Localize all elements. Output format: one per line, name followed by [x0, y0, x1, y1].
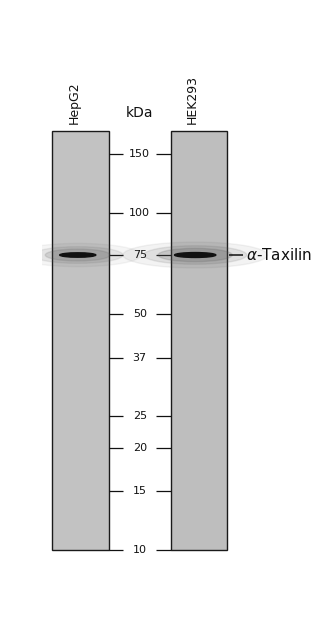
Ellipse shape — [144, 246, 247, 264]
Text: 10: 10 — [133, 545, 147, 555]
Text: 100: 100 — [129, 208, 150, 218]
Text: 20: 20 — [133, 444, 147, 454]
Text: 15: 15 — [133, 486, 147, 495]
Text: 37: 37 — [133, 353, 147, 364]
Ellipse shape — [45, 249, 110, 261]
Text: HEK293: HEK293 — [186, 75, 199, 124]
Ellipse shape — [15, 243, 141, 267]
Ellipse shape — [60, 253, 96, 257]
Text: 25: 25 — [133, 411, 147, 420]
Ellipse shape — [174, 253, 216, 257]
Ellipse shape — [33, 246, 123, 263]
Text: 75: 75 — [133, 250, 147, 260]
Text: kDa: kDa — [126, 106, 154, 120]
Text: $\mathit{\alpha}$-Taxilin: $\mathit{\alpha}$-Taxilin — [245, 247, 312, 263]
Ellipse shape — [123, 242, 267, 268]
Text: HepG2: HepG2 — [67, 81, 80, 124]
Text: 150: 150 — [129, 148, 150, 159]
Ellipse shape — [158, 248, 232, 262]
Text: 50: 50 — [133, 309, 147, 319]
Bar — [170, 131, 227, 550]
Bar — [52, 131, 109, 550]
